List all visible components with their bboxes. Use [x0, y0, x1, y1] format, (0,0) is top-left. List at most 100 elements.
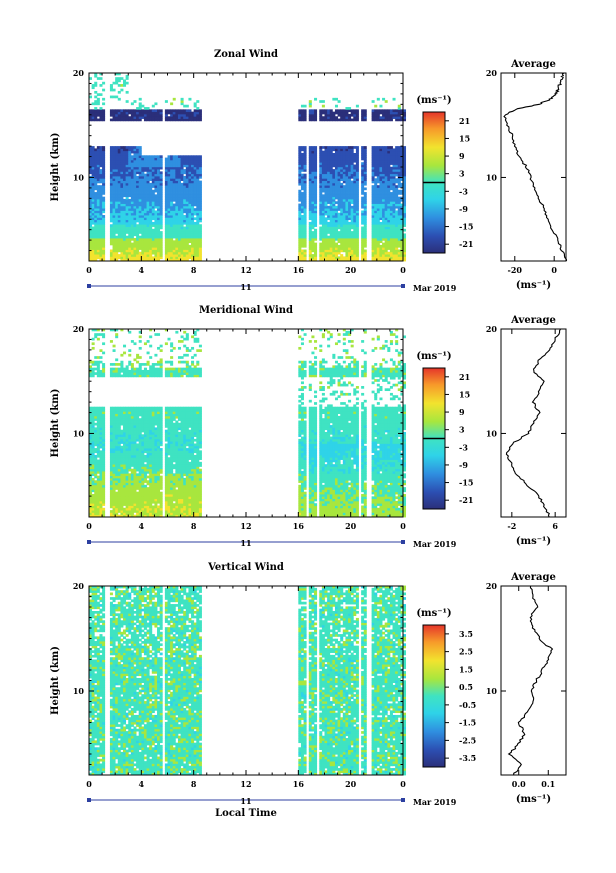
heatmap-cell — [314, 238, 318, 241]
heatmap-cell — [379, 226, 383, 230]
heatmap-cell — [130, 491, 134, 495]
heatmap-cell — [384, 258, 388, 262]
heatmap-cell — [96, 494, 100, 497]
heatmap-cell — [300, 180, 304, 184]
heatmap-cell — [133, 150, 137, 154]
heatmap-cell — [191, 256, 195, 260]
heatmap-cell — [183, 175, 187, 179]
heatmap-cell — [117, 254, 121, 257]
heatmap-cell — [96, 242, 100, 246]
heatmap-cell — [115, 109, 119, 113]
heatmap-cell — [136, 244, 140, 248]
heatmap-cell — [172, 162, 176, 165]
heatmap-cell — [130, 505, 134, 509]
heatmap-cell — [91, 461, 95, 465]
heatmap-cell — [403, 238, 407, 241]
heatmap-cell — [128, 256, 132, 260]
heatmap-cell — [392, 256, 396, 260]
heatmap-cell — [94, 406, 98, 410]
heatmap-cell — [112, 244, 116, 248]
heatmap-cell — [355, 118, 359, 122]
heatmap-cell — [397, 238, 401, 241]
heatmap-cell — [350, 157, 354, 161]
heatmap-cell — [91, 471, 95, 474]
heatmap-cell — [198, 118, 202, 122]
heatmap-cell — [128, 180, 132, 184]
x-tick-label: 0 — [86, 265, 92, 275]
heatmap-cell — [384, 215, 388, 218]
heatmap-cell — [120, 242, 124, 246]
heatmap-cell — [374, 109, 378, 113]
heatmap-cell — [308, 100, 312, 103]
heatmap-cell — [403, 113, 407, 117]
heatmap-cell — [159, 162, 163, 165]
heatmap-cell — [180, 228, 184, 232]
heatmap-cell — [120, 221, 124, 225]
heatmap-cell — [327, 173, 331, 177]
heatmap-cell — [298, 196, 302, 200]
heatmap-cell — [183, 159, 187, 163]
heatmap-cell — [183, 238, 187, 241]
heatmap-cell — [332, 162, 336, 165]
heatmap-cell — [170, 256, 174, 260]
heatmap-cell — [117, 219, 121, 223]
heatmap-cell — [319, 116, 323, 119]
heatmap-cell — [115, 217, 119, 221]
heatmap-cell — [136, 148, 140, 152]
heatmap-cell — [327, 210, 331, 214]
heatmap-cell — [350, 118, 354, 122]
heatmap-cell — [94, 180, 98, 184]
heatmap-cell — [361, 157, 365, 161]
heatmap-cell — [89, 464, 93, 467]
heatmap-cell — [397, 180, 401, 184]
heatmap-cell — [115, 224, 119, 227]
heatmap-cell — [196, 185, 200, 188]
heatmap-cell — [329, 113, 333, 117]
heatmap-cell — [191, 185, 195, 188]
heatmap-cell — [308, 240, 312, 244]
heatmap-cell — [376, 212, 380, 216]
heatmap-cell — [172, 224, 176, 227]
heatmap-cell — [94, 221, 98, 225]
heatmap-cell — [130, 166, 134, 170]
heatmap-cell — [128, 448, 132, 451]
heatmap-cell — [188, 221, 192, 225]
heatmap-cell — [300, 166, 304, 170]
heatmap-cell — [136, 231, 140, 234]
heatmap-cell — [389, 205, 393, 209]
heatmap-cell — [117, 510, 121, 513]
heatmap-cell — [138, 256, 142, 260]
heatmap-cell — [102, 434, 106, 437]
heatmap-cell — [403, 219, 407, 223]
heatmap-cell — [172, 109, 176, 113]
heatmap-cell — [311, 118, 315, 122]
heatmap-cell — [125, 215, 129, 218]
heatmap-cell — [340, 118, 344, 122]
heatmap-cell — [314, 254, 318, 257]
heatmap-cell — [374, 185, 378, 188]
heatmap-cell — [149, 192, 153, 195]
heatmap-cell — [371, 244, 375, 248]
heatmap-cell — [175, 249, 179, 253]
heatmap-cell — [125, 500, 129, 504]
heatmap-cell — [188, 210, 192, 214]
heatmap-cell — [138, 194, 142, 198]
heatmap-cell — [117, 415, 121, 419]
heatmap-cell — [94, 182, 98, 186]
heatmap-cell — [141, 235, 145, 239]
heatmap-cell — [319, 173, 323, 177]
heatmap-cell — [389, 150, 393, 154]
heatmap-cell — [298, 189, 302, 193]
heatmap-cell — [125, 411, 129, 414]
heatmap-cell — [120, 328, 124, 332]
heatmap-cell — [327, 205, 331, 209]
heatmap-cell — [332, 171, 336, 175]
heatmap-cell — [191, 210, 195, 214]
heatmap-cell — [392, 249, 396, 253]
heatmap-cell — [167, 240, 171, 244]
heatmap-cell — [342, 159, 346, 163]
heatmap-cell — [392, 111, 396, 115]
heatmap-cell — [159, 109, 163, 113]
heatmap-cell — [112, 505, 116, 509]
heatmap-cell — [321, 254, 325, 257]
